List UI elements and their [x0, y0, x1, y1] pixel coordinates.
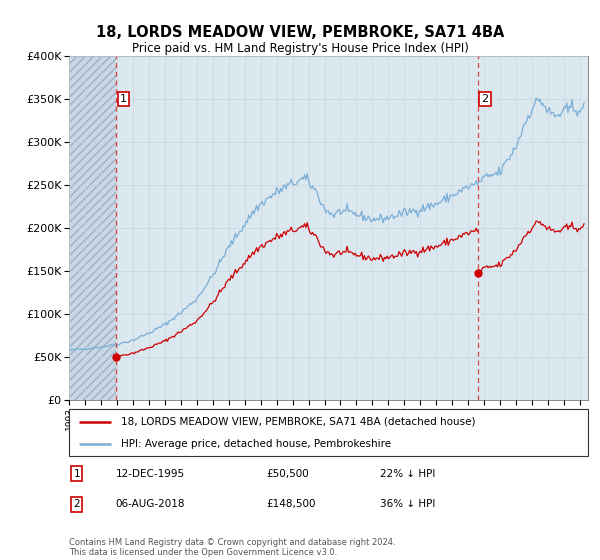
Text: HPI: Average price, detached house, Pembrokeshire: HPI: Average price, detached house, Pemb…: [121, 438, 391, 449]
Text: 2: 2: [482, 94, 488, 104]
Text: 2: 2: [73, 500, 80, 510]
Text: 1: 1: [120, 94, 127, 104]
Bar: [69, 56, 116, 400]
Text: 22% ↓ HPI: 22% ↓ HPI: [380, 469, 436, 479]
Text: £50,500: £50,500: [266, 469, 309, 479]
Text: 36% ↓ HPI: 36% ↓ HPI: [380, 500, 436, 510]
Text: £148,500: £148,500: [266, 500, 316, 510]
Text: 18, LORDS MEADOW VIEW, PEMBROKE, SA71 4BA: 18, LORDS MEADOW VIEW, PEMBROKE, SA71 4B…: [96, 25, 504, 40]
Text: Price paid vs. HM Land Registry's House Price Index (HPI): Price paid vs. HM Land Registry's House …: [131, 42, 469, 55]
Text: 12-DEC-1995: 12-DEC-1995: [116, 469, 185, 479]
Text: 1: 1: [73, 469, 80, 479]
Text: 18, LORDS MEADOW VIEW, PEMBROKE, SA71 4BA (detached house): 18, LORDS MEADOW VIEW, PEMBROKE, SA71 4B…: [121, 417, 475, 427]
Text: 06-AUG-2018: 06-AUG-2018: [116, 500, 185, 510]
Text: Contains HM Land Registry data © Crown copyright and database right 2024.
This d: Contains HM Land Registry data © Crown c…: [69, 538, 395, 557]
